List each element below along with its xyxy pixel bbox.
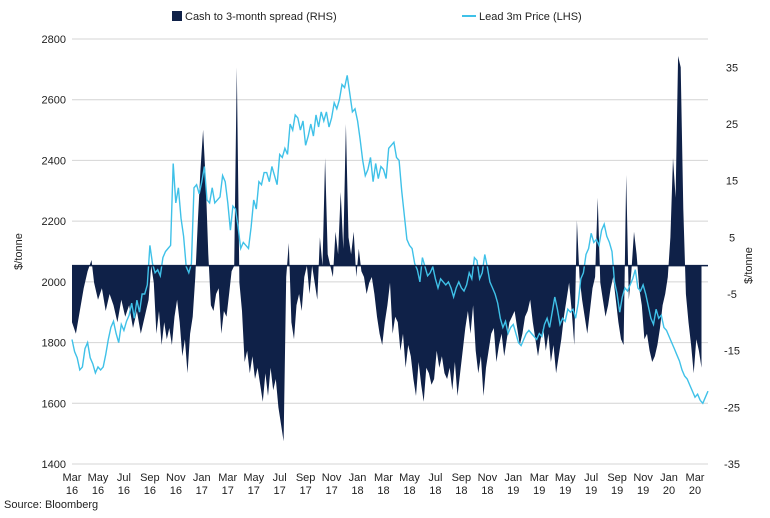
legend-label-spread: Cash to 3-month spread (RHS)	[185, 11, 337, 23]
x-tick-month: Jan	[660, 472, 678, 484]
x-tick-month: Sep	[452, 472, 472, 484]
y-left-tick-label: 2200	[42, 216, 66, 228]
x-tick-month: Jul	[584, 472, 598, 484]
y-right-tick-label: -35	[724, 459, 740, 471]
y-left-ticks: 1400 1600 1800 2000 2200 2400 2600 2800	[42, 34, 66, 471]
x-tick-month: Sep	[607, 472, 627, 484]
x-tick-month: Nov	[322, 472, 342, 484]
y-right-ticks: -35 -25 -15 -5 5 15 25 35	[724, 62, 740, 471]
x-tick-year: 20	[663, 485, 675, 497]
y-left-tick-label: 2000	[42, 277, 66, 289]
y-right-tick-label: 15	[726, 176, 738, 188]
x-tick-month: Jan	[349, 472, 367, 484]
x-tick-year: 18	[455, 485, 467, 497]
y-left-tick-label: 1600	[42, 398, 66, 410]
x-tick-year: 17	[274, 485, 286, 497]
x-tick-year: 20	[689, 485, 701, 497]
x-tick-year: 18	[481, 485, 493, 497]
x-tick-month: Jul	[428, 472, 442, 484]
x-tick-year: 19	[533, 485, 545, 497]
x-tick-month: Mar	[63, 472, 82, 484]
x-tick-month: May	[399, 472, 420, 484]
x-tick-year: 18	[403, 485, 415, 497]
x-tick-month: May	[243, 472, 264, 484]
x-tick-year: 16	[170, 485, 182, 497]
x-tick-year: 17	[325, 485, 337, 497]
x-tick-year: 19	[637, 485, 649, 497]
x-tick-month: Jul	[273, 472, 287, 484]
legend-label-lead: Lead 3m Price (LHS)	[479, 11, 582, 23]
x-tick-year: 17	[222, 485, 234, 497]
y-left-axis-title: $/tonne	[13, 233, 25, 270]
y-right-tick-label: 5	[729, 232, 735, 244]
lead-price-line	[71, 75, 709, 405]
x-tick-month: Jul	[117, 472, 131, 484]
x-ticks: Mar16May16Jul16Sep16Nov16Jan17Mar17May17…	[63, 472, 705, 497]
x-tick-year: 18	[429, 485, 441, 497]
x-tick-month: Sep	[296, 472, 316, 484]
y-right-axis-title: $/tonne	[743, 247, 755, 284]
x-tick-month: May	[555, 472, 576, 484]
x-tick-year: 18	[351, 485, 363, 497]
x-tick-year: 17	[248, 485, 260, 497]
legend-swatch-spread	[172, 11, 182, 21]
x-tick-month: Nov	[633, 472, 653, 484]
x-tick-year: 19	[611, 485, 623, 497]
y-right-tick-label: -25	[724, 402, 740, 414]
x-tick-month: May	[88, 472, 109, 484]
x-tick-month: Jan	[193, 472, 211, 484]
legend: Cash to 3-month spread (RHS) Lead 3m Pric…	[172, 11, 582, 23]
x-tick-month: Mar	[530, 472, 549, 484]
x-tick-year: 17	[196, 485, 208, 497]
x-tick-year: 16	[92, 485, 104, 497]
y-right-tick-label: 35	[726, 62, 738, 74]
x-tick-month: Jan	[504, 472, 522, 484]
x-tick-year: 18	[377, 485, 389, 497]
x-tick-month: Mar	[686, 472, 705, 484]
x-tick-year: 19	[507, 485, 519, 497]
x-tick-month: Nov	[478, 472, 498, 484]
y-right-tick-label: -15	[724, 346, 740, 358]
source-note: Source: Bloomberg	[4, 499, 99, 511]
x-tick-year: 16	[144, 485, 156, 497]
y-left-tick-label: 1400	[42, 459, 66, 471]
y-right-tick-label: -5	[727, 289, 737, 301]
x-tick-month: Nov	[166, 472, 186, 484]
y-left-tick-label: 2600	[42, 95, 66, 107]
x-tick-month: Mar	[218, 472, 237, 484]
y-left-tick-label: 1800	[42, 338, 66, 350]
y-left-tick-label: 2400	[42, 155, 66, 167]
x-tick-month: Mar	[374, 472, 393, 484]
spread-area	[72, 56, 702, 442]
x-tick-year: 16	[66, 485, 78, 497]
x-tick-year: 19	[585, 485, 597, 497]
x-tick-year: 19	[559, 485, 571, 497]
x-tick-year: 17	[300, 485, 312, 497]
y-left-tick-label: 2800	[42, 34, 66, 46]
x-tick-month: Sep	[140, 472, 160, 484]
y-right-tick-label: 25	[726, 119, 738, 131]
x-tick-year: 16	[118, 485, 130, 497]
